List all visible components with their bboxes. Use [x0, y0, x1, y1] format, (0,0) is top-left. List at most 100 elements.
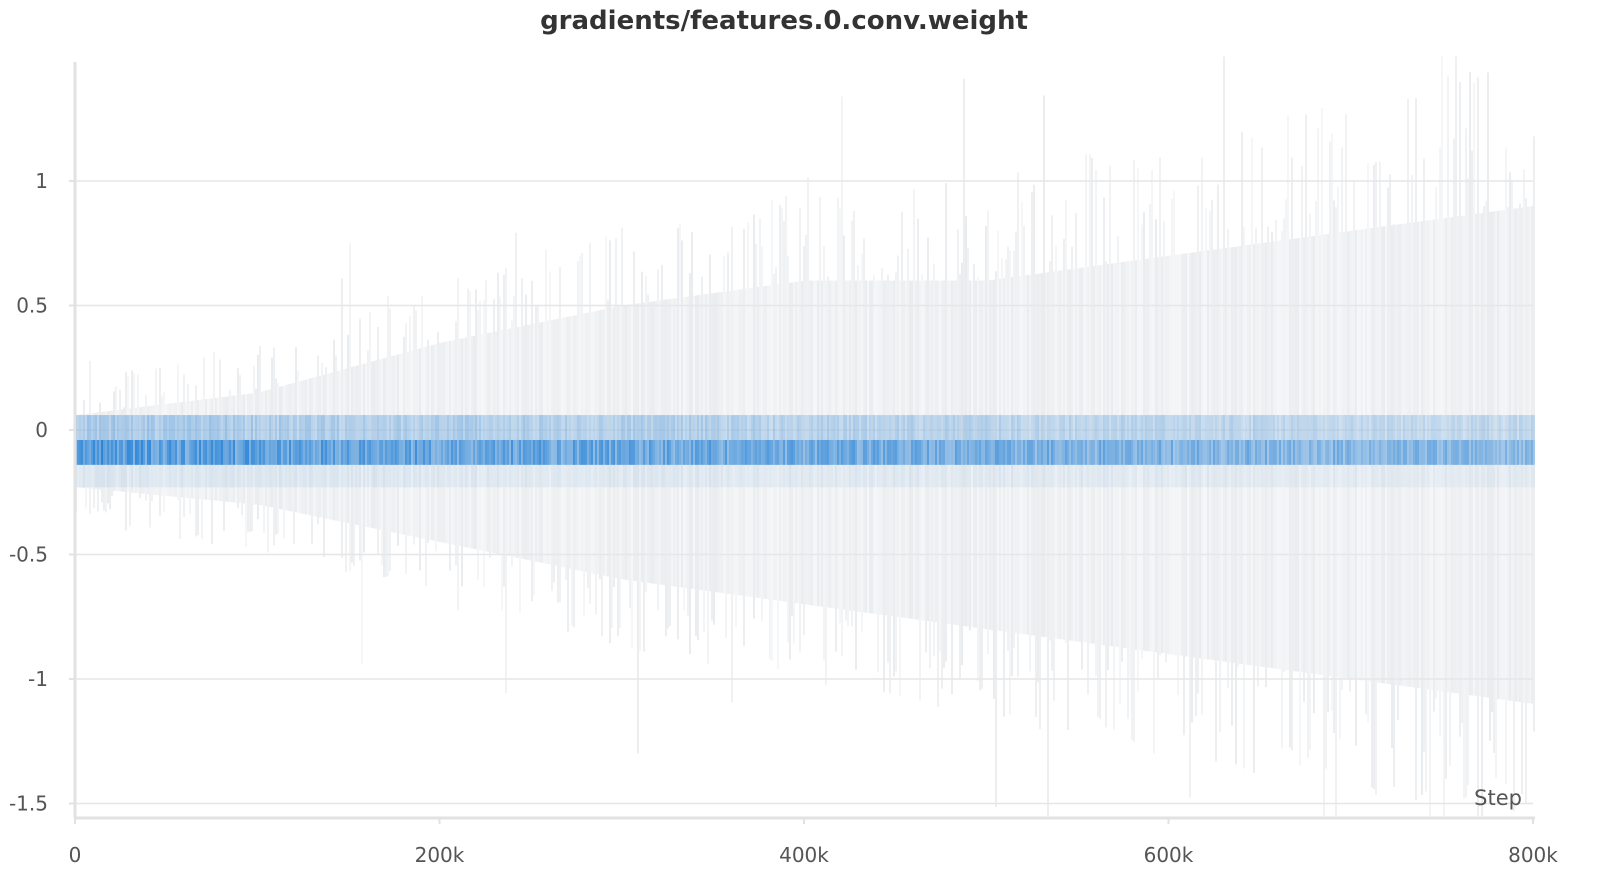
histogram-density-column [863, 464, 865, 488]
histogram-spread-column [1177, 254, 1179, 695]
histogram-density-column [1479, 464, 1481, 488]
histogram-density-column [1369, 439, 1371, 465]
histogram-density-column [995, 439, 997, 465]
histogram-spread-column [1367, 163, 1369, 723]
histogram-spread-column [869, 280, 871, 614]
histogram-spread-column [1171, 198, 1173, 655]
histogram-density-column [1171, 464, 1173, 488]
histogram-density-column [701, 464, 703, 488]
histogram-spread-column [987, 210, 989, 655]
histogram-density-column [591, 464, 593, 488]
histogram-density-column [535, 439, 537, 465]
histogram-density-column [997, 439, 999, 465]
histogram-density-column [1417, 464, 1419, 488]
histogram-density-column [463, 415, 465, 440]
histogram-density-column [273, 464, 275, 488]
histogram-density-column [1303, 464, 1305, 488]
histogram-spread-column [981, 280, 983, 689]
histogram-density-column [1335, 415, 1337, 440]
histogram-density-column [453, 439, 455, 465]
histogram-spread-column [755, 243, 757, 598]
histogram-density-column [271, 415, 273, 440]
histogram-density-column [1363, 464, 1365, 488]
histogram-density-column [415, 439, 417, 465]
histogram-density-column [483, 464, 485, 488]
histogram-density-column [133, 464, 135, 488]
histogram-spread-column [1021, 201, 1023, 634]
histogram-density-column [1467, 415, 1469, 440]
histogram-spread-column [883, 280, 885, 692]
histogram-density-column [285, 415, 287, 440]
histogram-spread-column [1391, 225, 1393, 749]
histogram-density-column [829, 439, 831, 465]
histogram-density-column [187, 464, 189, 488]
histogram-density-column [1027, 415, 1029, 440]
histogram-density-column [1013, 415, 1015, 440]
histogram-density-column [387, 415, 389, 440]
histogram-density-column [1165, 439, 1167, 465]
histogram-density-column [385, 415, 387, 440]
histogram-density-column [743, 464, 745, 488]
histogram-spread-column [621, 227, 623, 580]
histogram-spread-column [515, 232, 517, 558]
histogram-density-column [299, 439, 301, 465]
histogram-density-column [521, 439, 523, 465]
histogram-density-column [441, 415, 443, 440]
histogram-density-column [1127, 439, 1129, 465]
histogram-density-column [1525, 415, 1527, 440]
histogram-density-column [1479, 415, 1481, 440]
histogram-density-column [1383, 415, 1385, 440]
histogram-spread-column [819, 196, 821, 607]
histogram-density-column [931, 415, 933, 440]
histogram-density-column [1025, 415, 1027, 440]
histogram-spread-column [1341, 147, 1343, 690]
histogram-density-column [989, 439, 991, 465]
histogram-density-column [1355, 464, 1357, 488]
histogram-density-column [747, 464, 749, 488]
histogram-density-column [1311, 415, 1313, 440]
histogram-density-column [1391, 464, 1393, 488]
histogram-spread-column [1359, 229, 1361, 681]
histogram-density-column [1133, 415, 1135, 440]
histogram-spread-column [1173, 190, 1175, 655]
histogram-spread-column [1209, 211, 1211, 660]
histogram-density-column [1511, 464, 1513, 488]
histogram-density-column [123, 415, 125, 440]
histogram-spread-column [1153, 257, 1155, 754]
histogram-density-column [1045, 439, 1047, 465]
histogram-spread-column [1189, 252, 1191, 798]
histogram-density-column [165, 415, 167, 440]
histogram-density-column [777, 439, 779, 465]
histogram-density-column [143, 464, 145, 488]
histogram-density-column [925, 415, 927, 440]
histogram-spread-column [611, 307, 613, 628]
histogram-spread-column [367, 350, 369, 528]
histogram-density-column [1529, 439, 1531, 465]
histogram-density-column [237, 464, 239, 488]
histogram-spread-column [499, 296, 501, 555]
histogram-density-column [315, 415, 317, 440]
histogram-density-column [1089, 415, 1091, 440]
histogram-density-column [811, 464, 813, 488]
histogram-density-column [567, 415, 569, 440]
histogram-density-column [493, 439, 495, 465]
histogram-density-column [1377, 439, 1379, 465]
histogram-density-column [1295, 464, 1297, 488]
histogram-spread-column [237, 367, 239, 509]
histogram-density-column [1265, 464, 1267, 488]
histogram-density-column [597, 439, 599, 465]
histogram-spread-column [1251, 137, 1253, 666]
histogram-density-column [1455, 439, 1457, 465]
histogram-density-column [195, 464, 197, 488]
histogram-density-column [1155, 464, 1157, 488]
histogram-density-column [877, 464, 879, 488]
histogram-density-column [301, 464, 303, 488]
histogram-density-column [539, 464, 541, 488]
histogram-density-column [741, 439, 743, 465]
histogram-density-column [759, 415, 761, 440]
histogram-density-column [823, 464, 825, 488]
histogram-density-column [487, 415, 489, 440]
histogram-density-column [1013, 464, 1015, 488]
histogram-density-column [1301, 464, 1303, 488]
histogram-spread-column [1301, 166, 1303, 673]
